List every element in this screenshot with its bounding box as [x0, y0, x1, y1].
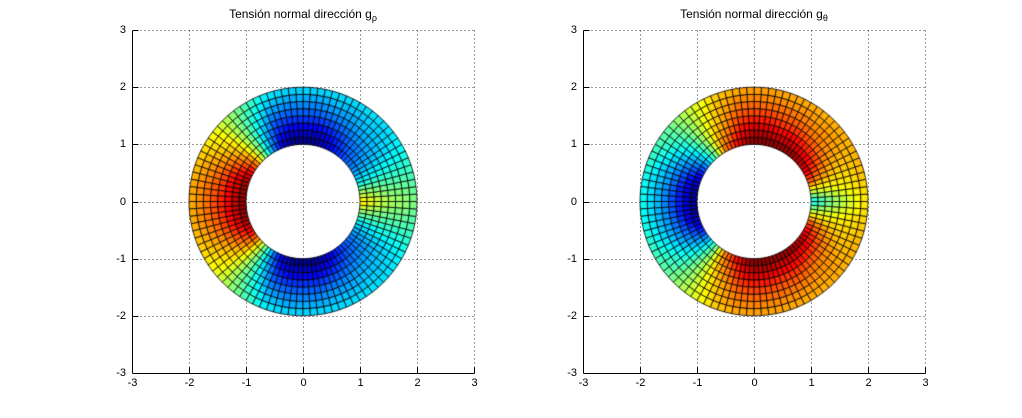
y-tick-label: 1: [119, 137, 126, 150]
x-tick-label: 0: [300, 377, 307, 389]
right-plot-title-text: Tensión normal dirección g: [680, 7, 823, 21]
y-tick-label: 0: [570, 195, 577, 208]
y-tick-label: 0: [119, 195, 126, 208]
x-tick-label: 0: [751, 377, 758, 389]
x-tick-label: 3: [922, 377, 929, 389]
x-tick-label: -1: [692, 377, 703, 389]
y-tick-label: -1: [116, 252, 126, 265]
left-plot-title: Tensión normal dirección gρ: [132, 7, 474, 23]
right-plot-title: Tensión normal dirección gθ: [583, 7, 925, 23]
y-tick-label: -2: [116, 309, 126, 322]
x-tick-label: 3: [471, 377, 478, 389]
x-tick-label: 1: [808, 377, 815, 389]
y-tick-label: 3: [119, 23, 126, 36]
x-tick-label: 2: [414, 377, 421, 389]
y-tick-label: 3: [570, 23, 577, 36]
x-tick-label: 1: [357, 377, 364, 389]
y-tick-label: 2: [570, 80, 577, 93]
right-plot-title-subscript: θ: [822, 13, 828, 23]
y-tick-label: 2: [119, 80, 126, 93]
right-plot-axes: -3 -2 -1 0 1 2 3 -3 -2 -1 0 1 2 3: [567, 24, 928, 390]
x-tick-label: -2: [184, 377, 195, 389]
left-plot-title-text: Tensión normal dirección g: [229, 7, 372, 21]
x-tick-label: -3: [127, 377, 138, 389]
left-plot-annulus-mesh: [132, 30, 474, 373]
left-plot-axes: -3 -2 -1 0 1 2 3 -3 -2 -1 0 1 2 3: [116, 24, 477, 390]
y-tick-label: -1: [567, 252, 577, 265]
x-tick-label: -1: [241, 377, 252, 389]
y-tick-label: 1: [570, 137, 577, 150]
y-tick-label: -3: [567, 366, 577, 379]
left-plot-title-subscript: ρ: [371, 13, 377, 23]
x-tick-label: -2: [635, 377, 646, 389]
x-tick-label: 2: [865, 377, 872, 389]
right-plot-annulus-mesh: [583, 30, 925, 373]
x-tick-label: -3: [578, 377, 589, 389]
y-tick-label: -3: [116, 366, 126, 379]
y-tick-label: -2: [567, 309, 577, 322]
